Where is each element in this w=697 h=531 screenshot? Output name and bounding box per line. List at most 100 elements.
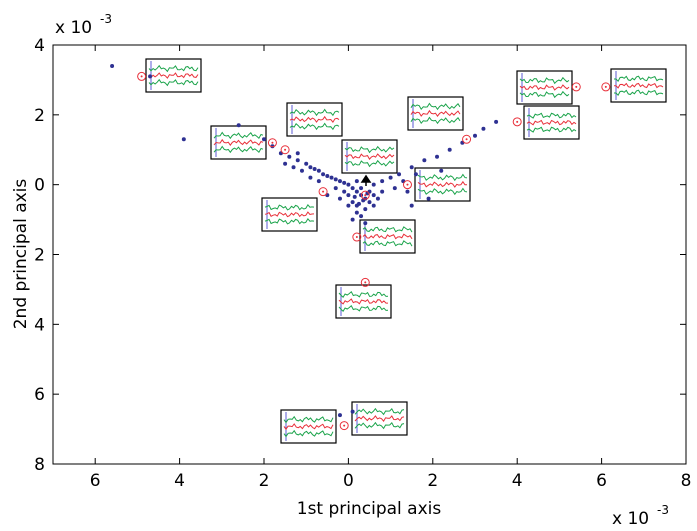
inset-thumbnail (351, 401, 408, 436)
scatter-point (405, 189, 410, 194)
inset-curve (362, 226, 413, 233)
highlight-point (339, 421, 349, 431)
scatter-point (422, 158, 427, 163)
scatter-point (380, 179, 385, 184)
scatter-point (346, 182, 351, 187)
highlight-center (516, 120, 519, 123)
inset-curve (344, 145, 395, 154)
scatter-point (371, 182, 376, 187)
inset-curve (354, 407, 405, 416)
x-tick-label: 6 (90, 471, 101, 491)
highlight-point (318, 187, 328, 197)
scatter-point (148, 74, 153, 79)
inset-curve (362, 233, 413, 240)
scatter-point (359, 186, 364, 191)
x-tick-label: 2 (259, 471, 270, 491)
scatter-point (325, 173, 330, 178)
x-tick-label: 2 (427, 471, 438, 491)
scatter-point (346, 193, 351, 198)
scatter-point (392, 186, 397, 191)
inset-thumbnail (407, 96, 464, 131)
inset-curve (289, 115, 340, 123)
highlight-point (462, 134, 472, 144)
scatter-point (270, 144, 275, 149)
inset-curve (362, 240, 413, 247)
inset-thumbnail (261, 197, 318, 232)
highlight-center (284, 148, 287, 151)
scatter-point (354, 189, 359, 194)
inset-thumbnail (280, 409, 337, 444)
inset-frame (341, 139, 398, 174)
highlight-center (604, 85, 607, 88)
highlight-point (267, 138, 277, 148)
highlight-center (465, 138, 468, 141)
inset-curve (338, 291, 389, 298)
y-axis-label: 2nd principal axis (11, 179, 31, 330)
scatter-point (236, 123, 241, 128)
highlight-center (364, 194, 367, 197)
scatter-point (316, 179, 321, 184)
scatter-point (287, 154, 292, 159)
arrow-marker (360, 174, 372, 186)
y-multiplier-base: x 10 (55, 18, 92, 38)
inset-curve (148, 78, 199, 87)
inset-curve (213, 145, 264, 154)
inset-curve (283, 429, 334, 438)
scatter-point (333, 177, 338, 182)
scatter-point (291, 165, 296, 170)
inset-frame (261, 197, 318, 232)
scatter-point (299, 168, 304, 173)
inset-frame (359, 219, 416, 254)
inset-curve (410, 102, 461, 111)
inset-thumbnail (335, 284, 392, 319)
inset-curve (283, 415, 334, 424)
inset-curve (614, 89, 664, 97)
scatter-point (337, 413, 342, 418)
scatter-point (337, 179, 342, 184)
scatter-point (481, 126, 486, 131)
inset-curve (289, 122, 340, 131)
inset-curve (354, 421, 405, 430)
inset-curve (526, 126, 577, 133)
inset-thumbnail (145, 58, 202, 93)
scatter-point (354, 179, 359, 184)
scatter-point (316, 168, 321, 173)
scatter-point (363, 207, 368, 212)
inset-curve (519, 76, 570, 85)
inset-thumbnail (523, 105, 580, 140)
scatter-point (494, 119, 499, 124)
scatter-point (409, 165, 414, 170)
inset-curve (213, 131, 264, 140)
highlight-center (355, 236, 358, 239)
inset-curve (613, 82, 664, 89)
scatter-point (350, 409, 355, 414)
x-tick-label: 4 (512, 471, 523, 491)
scatter-point (356, 201, 361, 206)
inset-thumbnail (359, 219, 416, 254)
inset-frame (414, 167, 471, 202)
scatter-point (426, 196, 431, 201)
inset-curve (526, 119, 577, 126)
inset-thumbnail (341, 139, 398, 174)
inset-curve (519, 84, 570, 91)
scatter-point (413, 172, 418, 177)
x-multiplier-base: x 10 (612, 509, 649, 529)
scatter-point (329, 175, 334, 180)
inset-curve (264, 217, 315, 225)
inset-thumbnail (516, 70, 573, 105)
scatter-point (435, 154, 440, 159)
scatter-point (375, 196, 380, 201)
inset-curve (213, 138, 264, 146)
inset-curve (338, 305, 389, 312)
scatter-point (447, 147, 452, 152)
scatter-point (352, 194, 357, 199)
scatter-point (110, 63, 115, 68)
inset-frame (516, 70, 573, 105)
scatter-point (380, 189, 385, 194)
highlight-point (352, 232, 362, 242)
highlight-center (406, 183, 409, 186)
inset-curve (289, 108, 340, 117)
inset-curve (614, 75, 664, 83)
scatter-point (439, 168, 444, 173)
inset-curve (264, 211, 315, 218)
